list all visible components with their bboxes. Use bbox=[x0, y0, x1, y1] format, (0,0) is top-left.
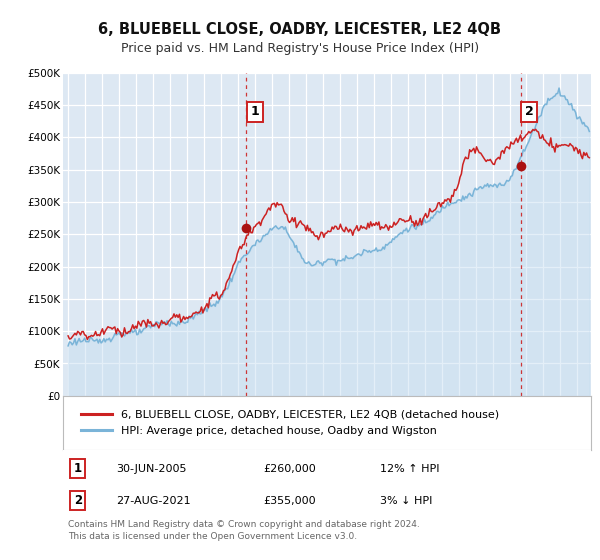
Text: 27-AUG-2021: 27-AUG-2021 bbox=[116, 496, 190, 506]
Text: 6, BLUEBELL CLOSE, OADBY, LEICESTER, LE2 4QB: 6, BLUEBELL CLOSE, OADBY, LEICESTER, LE2… bbox=[98, 22, 502, 38]
Text: 1: 1 bbox=[74, 462, 82, 475]
Text: 3% ↓ HPI: 3% ↓ HPI bbox=[380, 496, 432, 506]
Text: 2: 2 bbox=[525, 105, 533, 118]
Text: Contains HM Land Registry data © Crown copyright and database right 2024.
This d: Contains HM Land Registry data © Crown c… bbox=[68, 520, 420, 541]
Text: 2: 2 bbox=[74, 494, 82, 507]
Text: 12% ↑ HPI: 12% ↑ HPI bbox=[380, 464, 439, 474]
Legend: 6, BLUEBELL CLOSE, OADBY, LEICESTER, LE2 4QB (detached house), HPI: Average pric: 6, BLUEBELL CLOSE, OADBY, LEICESTER, LE2… bbox=[76, 405, 503, 441]
Text: 1: 1 bbox=[251, 105, 259, 118]
Text: Price paid vs. HM Land Registry's House Price Index (HPI): Price paid vs. HM Land Registry's House … bbox=[121, 42, 479, 55]
Text: £260,000: £260,000 bbox=[263, 464, 316, 474]
Text: 30-JUN-2005: 30-JUN-2005 bbox=[116, 464, 187, 474]
Text: £355,000: £355,000 bbox=[263, 496, 316, 506]
